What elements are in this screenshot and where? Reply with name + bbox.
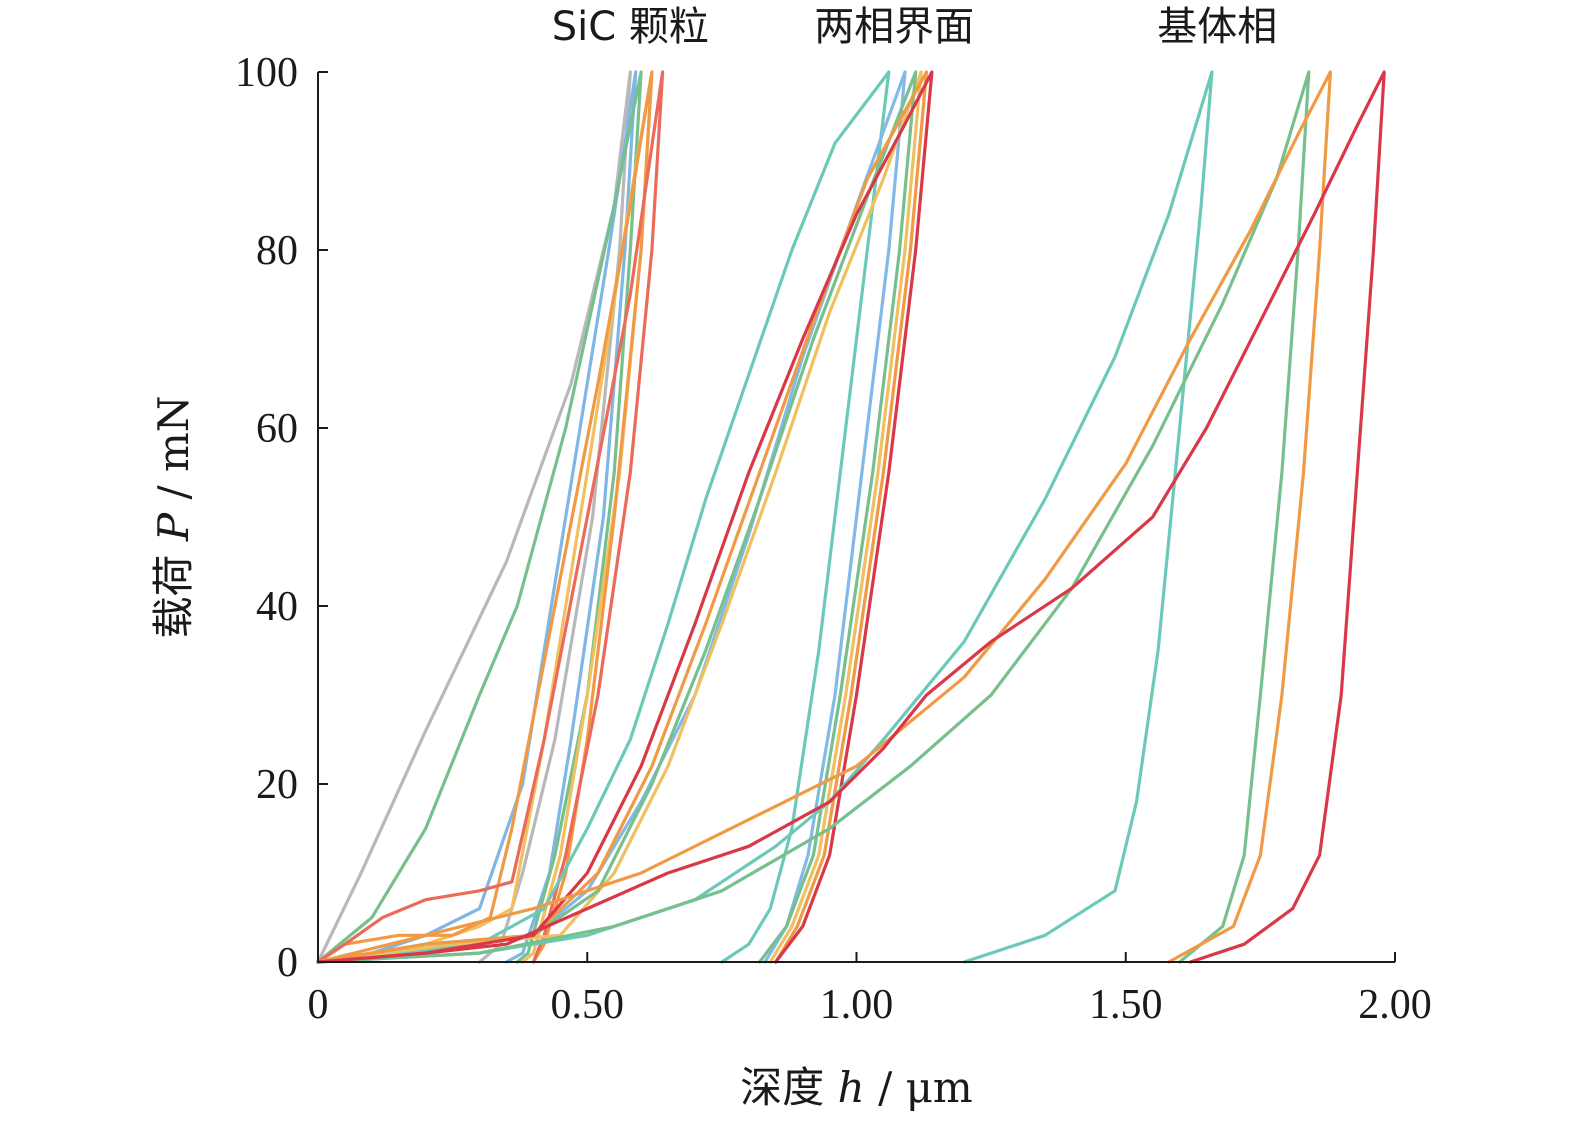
y-axis-title-var: P [149, 512, 198, 542]
x-axis-title: 深度 h / μm [740, 1063, 972, 1112]
load-depth-curve [316, 70, 891, 964]
group-label: SiC 颗粒 [552, 4, 709, 50]
x-axis-title-var: h [838, 1063, 865, 1112]
y-axis-title-unit: / mN [149, 395, 198, 512]
load-depth-curve [316, 70, 643, 964]
y-ticks: 0 20 40 60 80 100 [235, 50, 328, 986]
y-tick-label: 0 [277, 940, 298, 986]
group-labels: SiC 颗粒 两相界面 基体相 [552, 4, 1278, 50]
load-depth-curve [316, 70, 934, 964]
load-depth-curve [316, 70, 632, 964]
load-depth-curve [316, 70, 1311, 964]
x-tick-label: 1.50 [1089, 982, 1163, 1028]
y-tick-label: 40 [256, 584, 298, 630]
y-tick-label: 80 [256, 228, 298, 274]
y-tick-label: 20 [256, 762, 298, 808]
load-depth-curve [316, 70, 1386, 964]
x-ticks: 0 0.50 1.00 1.50 2.00 [308, 952, 1432, 1028]
y-tick-label: 100 [235, 50, 298, 96]
load-depth-curve [316, 70, 918, 964]
load-depth-curve [316, 70, 1333, 964]
x-tick-label: 0.50 [551, 982, 625, 1028]
x-tick-label: 1.00 [820, 982, 894, 1028]
load-depth-curve [316, 70, 923, 964]
load-depth-curve [316, 70, 1214, 964]
x-axis-title-unit: / μm [865, 1063, 973, 1112]
x-axis-title-text: 深度 [740, 1063, 837, 1112]
group-label: 基体相 [1157, 4, 1277, 50]
plot-curves [316, 70, 1386, 964]
y-axis-title: 载荷 P / mN [149, 395, 198, 638]
group-label: 两相界面 [814, 4, 974, 50]
x-tick-label: 0 [308, 982, 329, 1028]
load-depth-curve [316, 70, 665, 964]
x-tick-label: 2.00 [1358, 982, 1432, 1028]
y-tick-label: 60 [256, 406, 298, 452]
y-axis-title-text: 载荷 [149, 541, 198, 638]
